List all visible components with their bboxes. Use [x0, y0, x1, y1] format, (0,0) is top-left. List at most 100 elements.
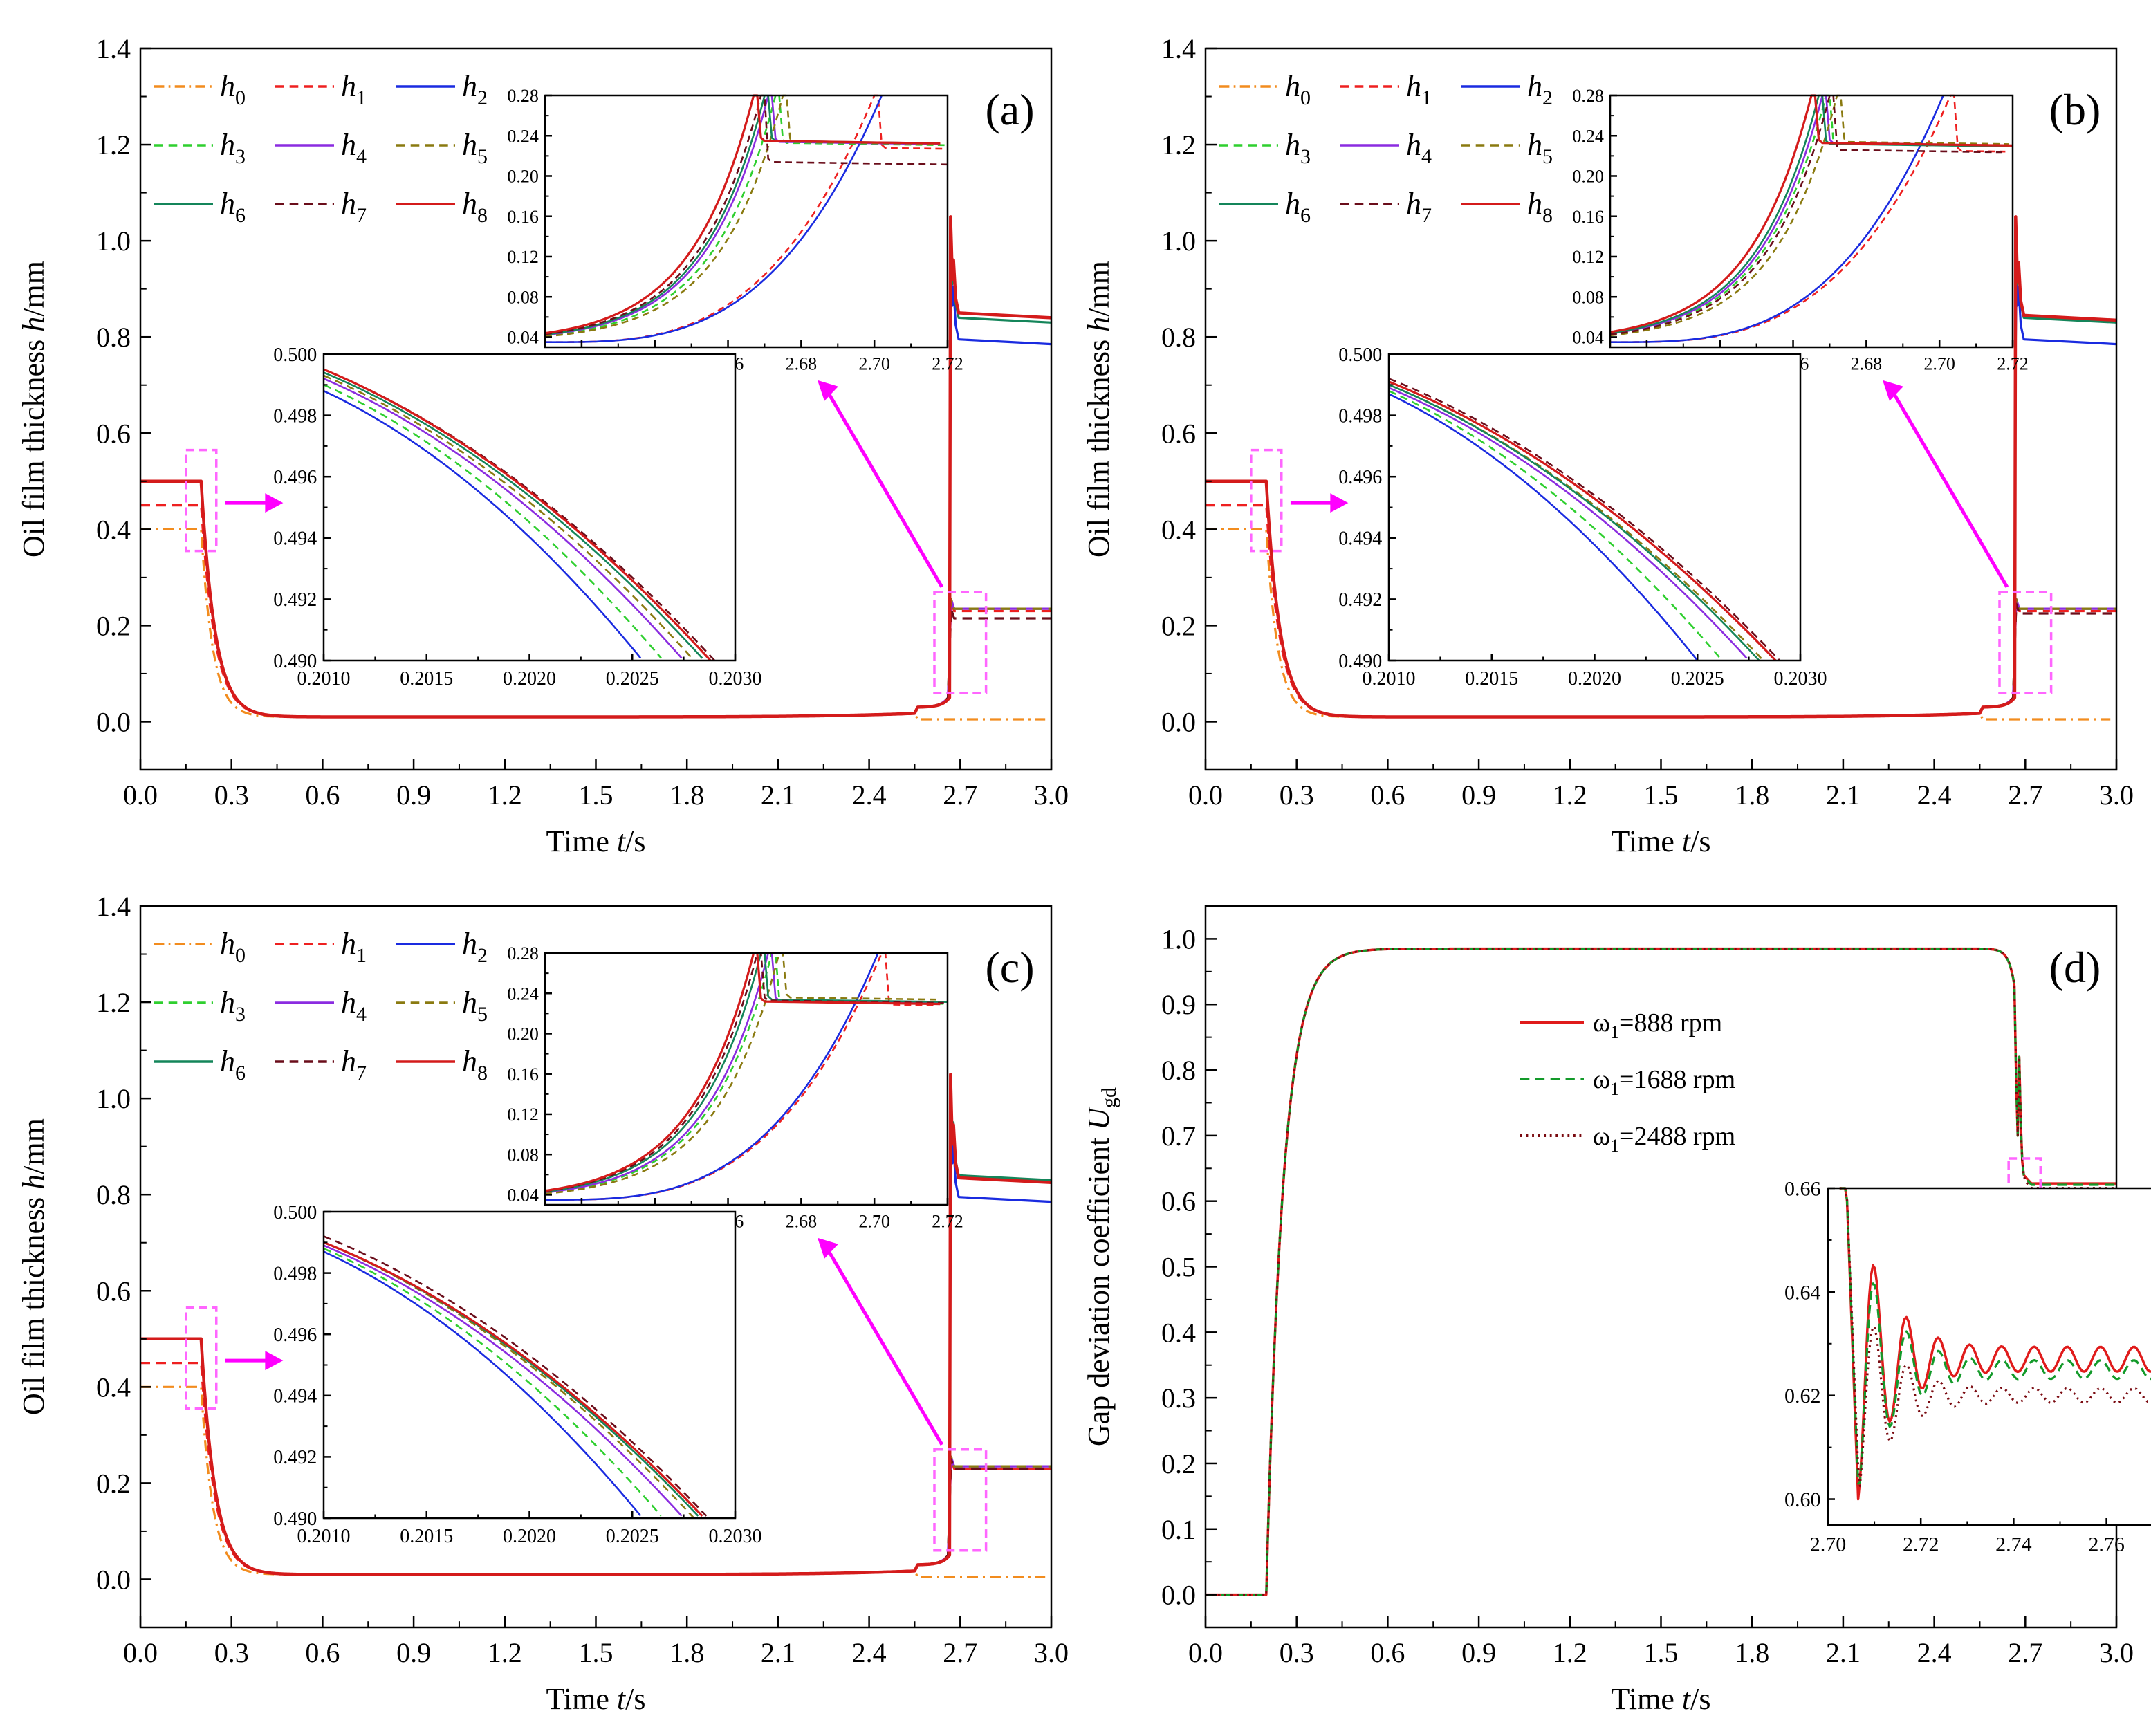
y-tick-label: 0.12	[507, 1105, 539, 1125]
legend-label-h6: h6	[1285, 187, 1311, 227]
x-tick-label: 2.4	[1917, 779, 1952, 811]
y-tick-label: 0.2	[96, 1468, 131, 1499]
y-tick-label: 0.24	[1572, 126, 1604, 146]
legend-label-h0: h0	[1285, 69, 1311, 109]
inset: 2.702.722.742.762.782.800.600.620.640.66	[1784, 1178, 2151, 1556]
legend-sub: 4	[356, 1003, 367, 1026]
y-tick-label: 0.494	[273, 1386, 317, 1407]
legend-name: h	[220, 187, 235, 221]
inset-hi: 2.622.642.662.682.702.720.040.080.120.16…	[1572, 86, 2028, 373]
x-tick-label: 0.3	[1280, 779, 1314, 811]
inset-hi-series-h2	[545, 952, 879, 1201]
x-tick-label: 3.0	[2099, 1637, 2134, 1668]
inset-lo-series-h6	[323, 371, 703, 659]
y-tick-label: 0.0	[96, 1564, 131, 1595]
legend-label-h5: h5	[462, 128, 488, 168]
legend-name: h	[220, 1044, 235, 1078]
x-axis-label: Time t/s	[546, 1682, 646, 1716]
y-tick-label: 0.490	[273, 651, 317, 672]
inset-lo-series-h4	[323, 1244, 683, 1517]
y-tick-label: 0.08	[507, 287, 539, 307]
zoom-box-early	[185, 1306, 218, 1410]
zoom-arrow-late	[1889, 387, 2009, 589]
legend-sub: 2	[477, 86, 488, 109]
inset-lo-series-h6	[1388, 384, 1760, 661]
x-tick-label: 0.2010	[297, 668, 351, 690]
legend-label-h1: h1	[341, 927, 367, 967]
x-tick-label: 2.68	[786, 354, 818, 374]
inset-bg	[1828, 1188, 2151, 1525]
zoom-box-late	[933, 1448, 988, 1552]
y-tick-label: 0.60	[1784, 1488, 1821, 1511]
y-tick-label: 1.4	[96, 891, 131, 922]
inset-lo-series-h2	[323, 1250, 642, 1517]
x-tick-label: 0.0	[1188, 779, 1223, 811]
y-axis-label-part: h	[17, 1174, 50, 1190]
inset-lo-series-h7	[323, 1235, 708, 1517]
legend-label-h3: h3	[220, 986, 246, 1026]
x-tick-label: 0.9	[396, 779, 431, 811]
legend-sub: 1	[356, 86, 367, 109]
y-tick-label: 0.28	[507, 943, 539, 963]
x-tick-label: 1.8	[670, 779, 704, 811]
y-tick-label: 0.62	[1784, 1385, 1821, 1407]
x-tick-label: 2.72	[1997, 354, 2029, 374]
x-tick-label: 2.72	[932, 354, 963, 374]
y-axis-label: Oil film thickness h/mm	[1082, 261, 1116, 557]
y-tick-label: 0.496	[273, 467, 317, 488]
legend-label-h1: h1	[1406, 69, 1432, 109]
y-tick-label: 0.4	[1161, 1317, 1196, 1348]
y-tick-label: 0.498	[1338, 405, 1382, 427]
inset-lo: 0.2010 0.2015 0.2020 0.2025 0.2030 0.490 0.492…	[273, 1202, 761, 1547]
x-tick-label: 0.2030	[709, 668, 762, 690]
x-axis-label-part: /s	[625, 824, 645, 858]
x-tick-label: 0.2010	[297, 1526, 351, 1547]
x-axis-label-part: /s	[1690, 824, 1710, 858]
legend-sub: 7	[356, 1062, 367, 1084]
inset-lo-series-h3	[323, 1248, 662, 1517]
y-tick-label: 1.2	[96, 129, 131, 160]
y-tick-label: 0.1	[1161, 1514, 1196, 1545]
y-tick-label: 0.12	[507, 247, 539, 267]
legend-label-0: ω1=888 rpm	[1593, 1008, 1722, 1042]
y-tick-label: 0.5	[1161, 1252, 1196, 1283]
legend-name: h	[462, 187, 477, 221]
y-tick-label: 0.492	[273, 1447, 317, 1468]
legend-name: h	[462, 927, 477, 961]
y-tick-label: 1.2	[1161, 129, 1196, 160]
y-axis-label-part: Oil film thickness	[1082, 332, 1116, 557]
y-tick-label: 0.4	[96, 514, 131, 545]
inset-lo-series-h3	[1388, 390, 1723, 661]
x-tick-label: 1.8	[1735, 1637, 1769, 1668]
legend-name: h	[220, 927, 235, 961]
y-axis-label-part: /mm	[17, 1118, 50, 1174]
series-h8	[1206, 215, 2117, 719]
x-tick-label: 2.4	[1917, 1637, 1952, 1668]
legend-label-h8: h8	[462, 187, 488, 227]
y-tick-label: 0.0	[96, 706, 131, 737]
y-tick-label: 0.6	[1161, 418, 1196, 449]
y-axis-label: Oil film thickness h/mm	[17, 1118, 50, 1415]
x-tick-label: 2.1	[761, 779, 795, 811]
y-axis-label-part: Gap deviation coefficient	[1082, 1130, 1116, 1446]
legend-name: h	[1527, 187, 1542, 221]
inset-hi-series-h8	[544, 952, 941, 1192]
y-tick-label: 0.494	[273, 528, 317, 550]
y-tick-label: 0.12	[1572, 247, 1604, 267]
legend-sub: 1	[1610, 1079, 1619, 1099]
y-tick-label: 1.0	[96, 225, 131, 257]
x-tick-label: 1.2	[1553, 1637, 1587, 1668]
legend-label-h8: h8	[1527, 187, 1553, 227]
x-tick-label: 3.0	[2099, 779, 2134, 811]
x-tick-label: 1.2	[1553, 779, 1587, 811]
x-tick-label: 2.74	[1995, 1533, 2032, 1556]
x-tick-label: 2.76	[2088, 1533, 2125, 1556]
y-tick-label: 0.04	[507, 1185, 539, 1206]
inset-lo-series-h8	[323, 368, 712, 662]
legend-sub: 2	[1542, 86, 1553, 109]
inset-series-1	[1839, 1187, 2151, 1485]
x-tick-label: 3.0	[1034, 779, 1069, 811]
legend-label-h7: h7	[341, 187, 367, 227]
x-tick-label: 0.2015	[1465, 668, 1518, 690]
